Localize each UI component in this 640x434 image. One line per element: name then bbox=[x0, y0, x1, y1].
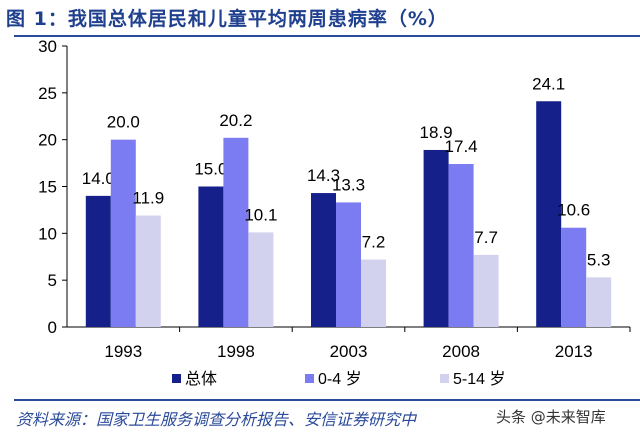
y-tick-label: 15 bbox=[38, 178, 57, 197]
bar-1998-0 bbox=[198, 186, 224, 327]
data-label: 13.3 bbox=[332, 175, 365, 194]
legend-swatch bbox=[305, 374, 314, 383]
legend-swatch bbox=[172, 374, 181, 383]
data-label: 5.3 bbox=[587, 250, 611, 269]
data-label: 11.9 bbox=[132, 189, 164, 208]
bar-2008-1 bbox=[448, 164, 474, 327]
legend-label: 总体 bbox=[185, 370, 217, 388]
bar-2003-0 bbox=[311, 193, 336, 327]
bar-2008-0 bbox=[423, 149, 449, 327]
data-label: 24.1 bbox=[532, 74, 565, 93]
bar-1998-1 bbox=[223, 137, 249, 327]
title-divider bbox=[14, 35, 640, 37]
source-divider bbox=[14, 399, 640, 401]
data-label: 7.7 bbox=[474, 228, 498, 247]
bar-2008-2 bbox=[473, 254, 499, 327]
bar-1993-1 bbox=[110, 139, 136, 327]
x-tick-label: 2008 bbox=[442, 342, 480, 361]
bar-2003-2 bbox=[361, 259, 386, 327]
watermark: 头条 @未来智库 bbox=[496, 408, 606, 426]
data-label: 10.6 bbox=[557, 201, 590, 220]
data-label: 17.4 bbox=[445, 137, 478, 156]
chart-title: 图 1：我国总体居民和儿童平均两周患病率（%） bbox=[6, 8, 448, 30]
legend-swatch bbox=[440, 374, 449, 383]
bar-2013-0 bbox=[536, 101, 562, 327]
bar-1993-2 bbox=[135, 215, 161, 327]
bar-2013-2 bbox=[586, 277, 612, 327]
x-tick-label: 1998 bbox=[217, 342, 255, 361]
legend-label: 0-4 岁 bbox=[318, 370, 362, 388]
y-tick-label: 25 bbox=[38, 84, 57, 103]
bar-2013-1 bbox=[561, 227, 587, 327]
y-tick-label: 30 bbox=[38, 37, 57, 56]
x-tick-label: 2003 bbox=[330, 342, 368, 361]
data-label: 7.2 bbox=[362, 233, 386, 252]
y-tick-label: 10 bbox=[38, 224, 57, 243]
legend-label: 5-14 岁 bbox=[453, 370, 505, 388]
data-label: 10.1 bbox=[244, 205, 277, 224]
y-tick-label: 5 bbox=[48, 271, 57, 290]
data-label: 14.0 bbox=[82, 169, 115, 188]
data-label: 20.0 bbox=[107, 113, 140, 132]
source-note: 资料来源：国家卫生服务调查分析报告、安信证券研究中 bbox=[16, 410, 417, 429]
bar-2003-1 bbox=[336, 202, 361, 327]
data-label: 20.2 bbox=[219, 111, 252, 130]
y-tick-label: 0 bbox=[48, 318, 57, 337]
bar-1998-2 bbox=[248, 232, 274, 327]
y-tick-label: 20 bbox=[38, 131, 57, 150]
x-tick-label: 2013 bbox=[555, 342, 593, 361]
data-label: 14.3 bbox=[307, 166, 340, 185]
data-label: 18.9 bbox=[420, 123, 453, 142]
x-tick-label: 1993 bbox=[104, 342, 142, 361]
bar-1993-0 bbox=[85, 195, 111, 327]
data-label: 15.0 bbox=[194, 160, 227, 179]
